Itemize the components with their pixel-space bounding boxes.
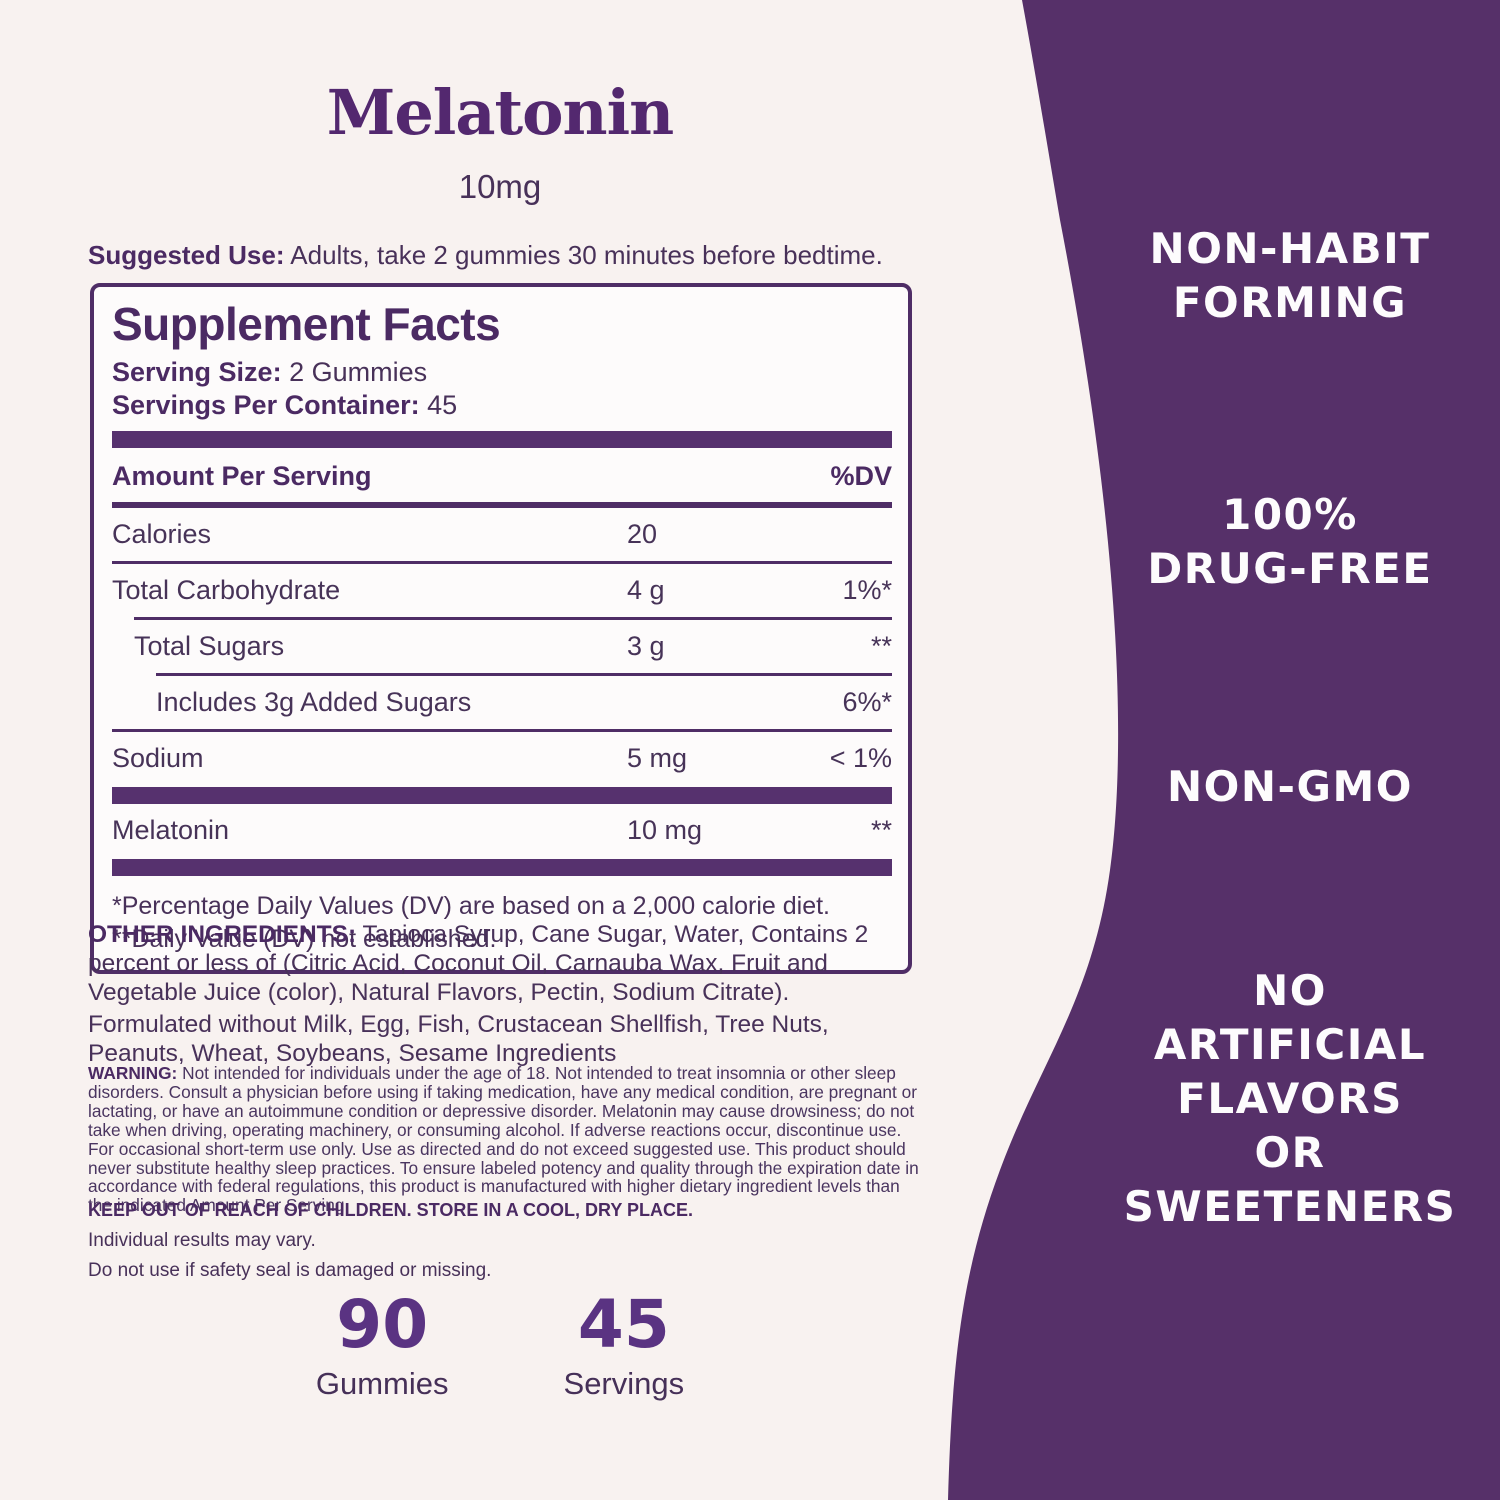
row-separator (112, 502, 892, 508)
other-ingredients: OTHER INGREDIENTS: Tapioca Syrup, Cane S… (88, 920, 926, 1007)
nutrient-amount: 3 g (627, 631, 665, 661)
serving-size-line: Serving Size: 2 Gummies (112, 357, 892, 388)
gummies-count-value: 90 (336, 1286, 429, 1363)
claim-non-gmo: NON-GMO (1055, 760, 1500, 814)
nutrient-amount: 5 mg (627, 743, 688, 773)
suggested-use: Suggested Use: Adults, take 2 gummies 30… (88, 240, 928, 271)
claim-line: ARTIFICIAL (1153, 1020, 1427, 1069)
serving-size-label: Serving Size: (112, 357, 282, 387)
nutrient-row-added-sugars: Includes 3g Added Sugars 6%* (112, 676, 892, 729)
facts-header-row: Amount Per Serving %DV (112, 448, 892, 502)
claim-line: OR (1254, 1128, 1326, 1177)
nutrient-dv: < 1% (829, 743, 892, 773)
supplement-facts-heading: Supplement Facts (112, 298, 501, 350)
nutrient-row-melatonin: Melatonin 10 mg ** (112, 804, 892, 857)
nutrient-row-total-sugars: Total Sugars 3 g ** (112, 620, 892, 673)
servings-per-container-value: 45 (427, 390, 458, 420)
dv-footnotes: *Percentage Daily Values (DV) are based … (112, 890, 892, 956)
nutrient-amount: 20 (627, 519, 658, 549)
nutrient-name: Total Carbohydrate (112, 575, 341, 605)
servings-per-container-label: Servings Per Container: (112, 390, 420, 420)
nutrient-row-total-carbohydrate: Total Carbohydrate 4 g 1%* (112, 564, 892, 617)
dv-header: %DV (830, 461, 892, 491)
product-title: Melatonin (326, 76, 675, 149)
warning-text: Not intended for individuals under the a… (88, 1063, 919, 1216)
nutrient-dv: 6%* (842, 687, 892, 717)
nutrient-dv: 1%* (842, 575, 892, 605)
other-ingredients-label: OTHER INGREDIENTS: (88, 921, 357, 948)
claim-line: DRUG-FREE (1147, 544, 1433, 593)
nutrient-name: Total Sugars (134, 631, 285, 661)
supplement-facts-box: Supplement Facts Serving Size: 2 Gummies… (90, 283, 912, 974)
nutrient-row-sodium: Sodium 5 mg < 1% (112, 732, 892, 785)
results-disclaimer: Individual results may vary. (88, 1230, 316, 1251)
row-separator (112, 729, 892, 732)
footnote-percent-dv: *Percentage Daily Values (DV) are based … (112, 892, 831, 920)
claim-line: FORMING (1172, 278, 1408, 327)
nutrient-name: Calories (112, 519, 212, 549)
warning-statement: WARNING: Not intended for individuals un… (88, 1064, 926, 1215)
claim-line: FLAVORS (1177, 1074, 1403, 1123)
serving-size-value: 2 Gummies (289, 357, 428, 387)
servings-count-unit: Servings (563, 1366, 685, 1401)
nutrient-name: Sodium (112, 743, 204, 773)
row-separator (156, 673, 892, 676)
thick-divider-bar (112, 787, 892, 804)
gummies-count-unit: Gummies (315, 1366, 449, 1401)
nutrient-dv: ** (870, 631, 892, 661)
nutrient-name: Includes 3g Added Sugars (156, 687, 472, 717)
row-separator (112, 561, 892, 564)
purple-wave-shape (948, 0, 1500, 1500)
seal-disclaimer: Do not use if safety seal is damaged or … (88, 1260, 492, 1281)
thick-divider-bar (112, 859, 892, 876)
thick-divider-bar (112, 431, 892, 448)
gummies-count: 90 Gummies (316, 1290, 449, 1402)
claim-no-artificial: NO ARTIFICIAL FLAVORS OR SWEETENERS (1055, 964, 1500, 1234)
claim-line: NO (1253, 966, 1327, 1015)
amount-per-serving-header: Amount Per Serving (112, 461, 372, 491)
count-summary: 90 Gummies 45 Servings (85, 1290, 915, 1402)
nutrient-dv: ** (870, 815, 892, 845)
claim-line: SWEETENERS (1123, 1182, 1457, 1231)
servings-count-value: 45 (577, 1286, 670, 1363)
suggested-use-label: Suggested Use: (88, 240, 285, 270)
claim-line: 100% (1222, 490, 1358, 539)
footnote-not-established: **Daily Value (DV) not established. (112, 925, 497, 953)
nutrient-name: Melatonin (112, 815, 230, 845)
servings-count: 45 Servings (564, 1290, 685, 1402)
claim-line: NON-GMO (1167, 762, 1413, 811)
storage-statement: KEEP OUT OF REACH OF CHILDREN. STORE IN … (88, 1200, 694, 1220)
allergen-statement: Formulated without Milk, Egg, Fish, Crus… (88, 1011, 829, 1067)
suggested-use-text: Adults, take 2 gummies 30 minutes before… (290, 240, 883, 270)
nutrient-row-calories: Calories 20 (112, 508, 892, 561)
nutrient-amount: 10 mg (627, 815, 703, 845)
other-ingredients-text: Tapioca Syrup, Cane Sugar, Water, Contai… (88, 921, 869, 1006)
warning-label: WARNING: (88, 1063, 178, 1083)
servings-per-container-line: Servings Per Container: 45 (112, 390, 892, 421)
claim-line: NON-HABIT (1149, 224, 1431, 273)
claim-drug-free: 100% DRUG-FREE (1055, 488, 1500, 596)
row-separator (134, 617, 892, 620)
nutrient-amount: 4 g (627, 575, 665, 605)
claim-non-habit-forming: NON-HABIT FORMING (1055, 222, 1500, 330)
product-strength: 10mg (458, 168, 542, 205)
